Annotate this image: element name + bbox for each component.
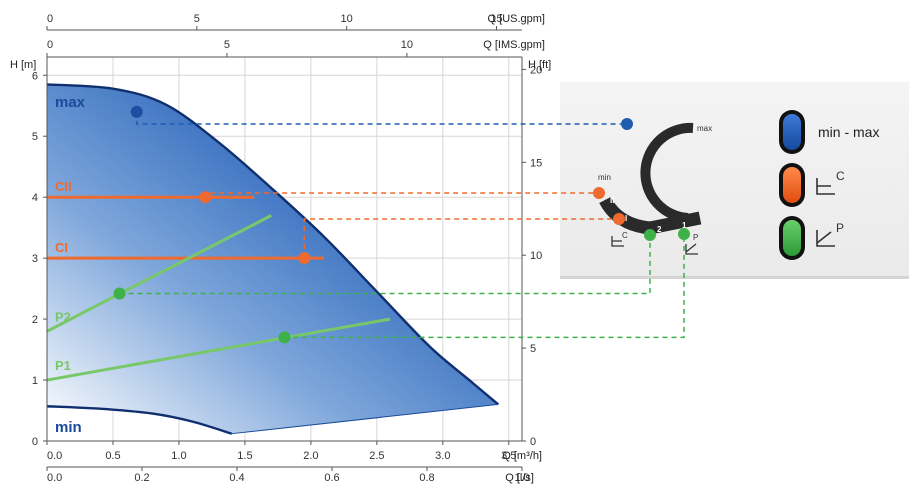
right-tick-label-2: 10 — [530, 250, 542, 262]
proportional-line-p1 — [46, 317, 391, 382]
bottom1-tick-label-4: 2.0 — [303, 450, 318, 462]
dial-max-marker — [621, 118, 633, 130]
bottom2-tick-label-2: 0.4 — [229, 472, 244, 484]
settings-panel — [560, 82, 909, 278]
dial-c-symbol: C — [622, 231, 628, 240]
min-curve — [46, 405, 233, 435]
legend-constant-fill — [783, 167, 801, 203]
bottom1-tick-label-3: 1.5 — [237, 450, 252, 462]
top1-tick-label-0: 0 — [47, 13, 53, 25]
top1-axis-label: Q [US.gpm] — [488, 13, 545, 25]
bottom2-tick-label-0: 0.0 — [47, 472, 62, 484]
constant-line-label-ci: CI — [55, 240, 68, 255]
right-tick-label-3: 15 — [530, 157, 542, 169]
left-tick-label-2: 2 — [32, 314, 38, 326]
dial-seg-II: II — [610, 196, 614, 205]
lines-layer: CII CI P2 P1 — [46, 179, 391, 382]
bottom1-tick-label-2: 1.0 — [171, 450, 186, 462]
mode-dial: max min II I 2 1 C P — [593, 118, 712, 255]
top2-tick-label-2: 10 — [401, 39, 413, 51]
dial-seg-I: I — [625, 214, 627, 223]
max-curve — [46, 83, 500, 406]
bottom1-tick-label-7: 3.5 — [501, 450, 516, 462]
bottom1-tick-label-6: 3.0 — [435, 450, 450, 462]
left-axis-label: H [m] — [10, 59, 36, 71]
right-axis-label: H [ft] — [528, 59, 551, 71]
dial-arc — [640, 122, 694, 223]
dial-p-symbol: P — [693, 233, 698, 242]
top1-tick-label-1: 5 — [194, 13, 200, 25]
connector-ci — [303, 218, 619, 259]
bottom2-tick-label-1: 0.2 — [134, 472, 149, 484]
legend-minmax-fill — [783, 114, 801, 150]
dial-seg-2: 2 — [657, 225, 662, 234]
constant-line-label-cii: CII — [55, 179, 72, 194]
left-tick-label-6: 6 — [32, 70, 38, 82]
legend-proportional-symbol: P — [836, 221, 844, 235]
left-tick-label-5: 5 — [32, 131, 38, 143]
constant-point-ci — [298, 252, 311, 265]
min-curve-label: min — [55, 419, 82, 436]
legend-item-minmax: min - max — [779, 110, 879, 154]
dial-label-max: max — [697, 124, 712, 133]
bottom2-tick-label-4: 0.8 — [419, 472, 434, 484]
left-tick-label-1: 1 — [32, 375, 38, 387]
proportional-line-label-p1: P1 — [55, 358, 71, 373]
bottom-edge — [231, 403, 499, 435]
panel-shadow — [560, 276, 909, 279]
marker-layer — [113, 105, 311, 344]
proportional-line-p2 — [46, 214, 272, 333]
dial-label-min: min — [598, 173, 611, 182]
legend-proportional-pressure-icon — [816, 230, 835, 247]
axis-layer: 0 1 2 3 4 5 6H [m] 0 5 10 15 20H [ft] 0.0 0.5 1.0 1.5 2.… — [10, 13, 551, 484]
proportional-pressure-icon: P — [685, 233, 698, 255]
legend-proportional-fill — [783, 220, 801, 256]
top2-tick-label-1: 5 — [224, 39, 230, 51]
bottom2-tick-label-3: 0.6 — [324, 472, 339, 484]
left-tick-label-0: 0 — [32, 436, 38, 448]
dial-seg-1: 1 — [682, 221, 687, 230]
left-tick-label-4: 4 — [32, 192, 38, 204]
legend: min - max C P — [779, 110, 879, 260]
legend-constant-symbol: C — [836, 169, 845, 183]
bottom1-tick-label-0: 0.0 — [47, 450, 62, 462]
bottom1-tick-label-1: 0.5 — [105, 450, 120, 462]
top2-tick-label-0: 0 — [47, 39, 53, 51]
bottom2-tick-label-5: 1.0 — [514, 472, 529, 484]
plot-layer: max min CII CI P2 P1 0 1 2 3 4 5 6H [m] 0 5 10 15 20H [… — [10, 13, 551, 484]
dial-p1-marker — [678, 228, 690, 240]
proportional-point-p1 — [278, 331, 291, 344]
bottom1-tick-label-5: 2.5 — [369, 450, 384, 462]
connector-p1 — [284, 234, 685, 339]
right-tick-label-1: 5 — [530, 343, 536, 355]
right-tick-label-0: 0 — [530, 436, 536, 448]
bottom1-axis-label: Q [m³/h] — [502, 450, 542, 462]
top2-axis-label: Q [IMS.gpm] — [483, 39, 545, 51]
top1-tick-label-3: 15 — [490, 13, 502, 25]
legend-minmax-label: min - max — [818, 124, 879, 140]
connector-p2 — [119, 235, 651, 295]
legend-constant-pressure-icon — [816, 178, 835, 195]
proportional-line-label-p2: P2 — [55, 309, 71, 324]
constant-pressure-icon: C — [611, 231, 628, 247]
right-tick-label-4: 20 — [530, 64, 542, 76]
legend-item-constant: C — [779, 163, 845, 207]
constant-point-cii — [199, 191, 212, 204]
proportional-point-p2 — [113, 287, 126, 300]
bottom2-axis-label: Q [l/s] — [505, 472, 534, 484]
dial-segment-band — [599, 196, 702, 235]
max-curve-label: max — [55, 94, 86, 111]
left-tick-label-3: 3 — [32, 253, 38, 265]
top1-tick-label-2: 10 — [341, 13, 353, 25]
legend-item-proportional: P — [779, 216, 844, 260]
max-point — [130, 105, 143, 118]
